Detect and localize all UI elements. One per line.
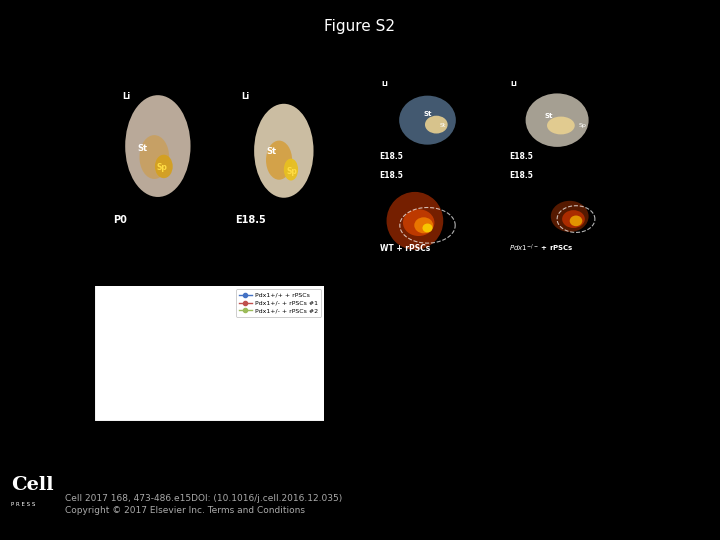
Ellipse shape [140, 135, 169, 179]
Text: St: St [440, 123, 446, 129]
Text: E18.5: E18.5 [509, 171, 533, 180]
Text: Cell 2017 168, 473-486.e15DOI: (10.1016/j.cell.2016.12.035): Cell 2017 168, 473-486.e15DOI: (10.1016/… [65, 494, 342, 503]
Ellipse shape [125, 95, 191, 197]
Text: St: St [138, 144, 148, 153]
Ellipse shape [284, 159, 298, 180]
Ellipse shape [526, 93, 588, 147]
Text: $Pdx1^{-/-}$ + rPSCs: $Pdx1^{-/-}$ + rPSCs [509, 242, 574, 254]
Text: Figure S2: Figure S2 [325, 19, 395, 34]
Text: Sp: Sp [578, 123, 586, 129]
Text: Cell: Cell [12, 476, 54, 494]
Ellipse shape [562, 210, 585, 228]
Text: Li: Li [381, 82, 388, 87]
Legend: Pdx1+/+ + rPSCs, Pdx1+/- + rPSCs #1, Pdx1+/- + rPSCs #2: Pdx1+/+ + rPSCs, Pdx1+/- + rPSCs #1, Pdx… [236, 289, 321, 316]
Ellipse shape [254, 104, 313, 198]
Text: St: St [544, 113, 553, 119]
Ellipse shape [547, 117, 575, 134]
Ellipse shape [414, 217, 433, 233]
Text: D: D [353, 293, 366, 308]
Text: E18.5: E18.5 [379, 171, 403, 180]
Text: P R E S S: P R E S S [12, 502, 35, 508]
Ellipse shape [423, 224, 433, 232]
Text: Li: Li [241, 92, 249, 101]
Text: D: D [385, 252, 398, 267]
Text: P0: P0 [113, 215, 127, 225]
Text: E18.5: E18.5 [379, 152, 403, 161]
Ellipse shape [266, 140, 292, 180]
Ellipse shape [403, 210, 434, 236]
Ellipse shape [387, 192, 444, 250]
Text: Li: Li [122, 92, 130, 101]
Text: A: A [102, 50, 114, 65]
Ellipse shape [399, 96, 456, 145]
Text: St: St [266, 147, 276, 156]
Text: C: C [102, 252, 114, 267]
Ellipse shape [425, 116, 448, 133]
Ellipse shape [551, 201, 588, 232]
Text: Sp: Sp [287, 167, 297, 176]
Text: WT + rPSCs: WT + rPSCs [379, 244, 430, 253]
Text: St: St [423, 111, 432, 117]
Text: Li: Li [510, 82, 518, 87]
Text: Copyright © 2017 Elsevier Inc. Terms and Conditions: Copyright © 2017 Elsevier Inc. Terms and… [65, 505, 305, 515]
Text: B: B [385, 50, 397, 65]
Text: Sp: Sp [157, 163, 168, 172]
Ellipse shape [155, 154, 173, 178]
Text: E18.5: E18.5 [235, 215, 266, 225]
Ellipse shape [570, 215, 582, 226]
Text: E18.5: E18.5 [509, 152, 533, 161]
